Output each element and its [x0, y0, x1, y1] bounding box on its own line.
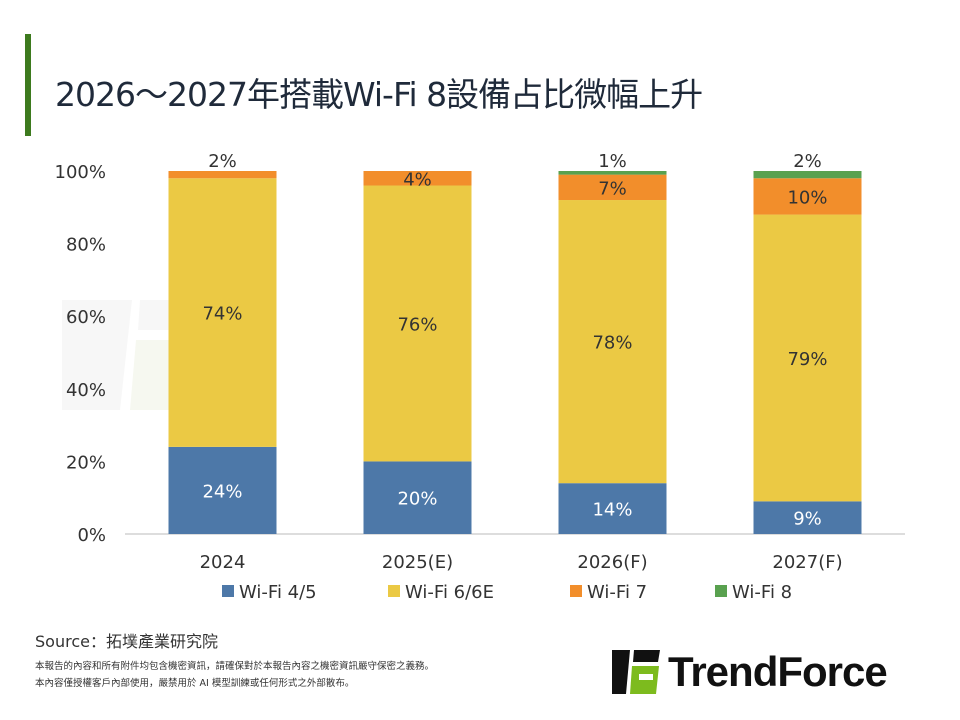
- y-tick-label: 100%: [55, 162, 106, 183]
- bar-segment: [558, 171, 667, 175]
- source-label: Source：拓墣產業研究院: [35, 632, 218, 651]
- bar-segment: [753, 171, 862, 179]
- bar-segment: [753, 178, 862, 215]
- data-label: 76%: [397, 314, 437, 335]
- page-title: 2026～2027年搭載Wi-Fi 8設備占比微幅上升: [55, 75, 703, 114]
- bar-segment: [363, 461, 472, 534]
- data-label: 20%: [397, 489, 437, 510]
- bar-segment: [168, 178, 277, 447]
- bar-segment: [168, 446, 277, 534]
- trendforce-logo-icon: [612, 650, 660, 694]
- legend-swatch: [222, 585, 234, 597]
- y-tick-label: 20%: [66, 452, 106, 473]
- legend-swatch: [388, 585, 400, 597]
- bar-segment: [753, 501, 862, 534]
- bar-segment: [558, 483, 667, 534]
- usage-note: 本內容僅授權客戶內部使用，嚴禁用於 AI 模型訓練或任何形式之外部散布。: [35, 678, 355, 689]
- data-label: 2%: [793, 151, 822, 172]
- legend-swatch: [715, 585, 727, 597]
- confidentiality-note: 本報告的內容和所有附件均包含機密資訊，請確保對於本報告內容之機密資訊嚴守保密之義…: [35, 661, 435, 672]
- data-label: 4%: [403, 169, 432, 190]
- bar-segment: [753, 214, 862, 502]
- y-tick-label: 40%: [66, 380, 106, 401]
- y-tick-label: 0%: [77, 525, 106, 546]
- bar-segment: [363, 185, 472, 462]
- bar-segment: [558, 200, 667, 484]
- y-tick-label: 60%: [66, 307, 106, 328]
- y-tick-label: 80%: [66, 235, 106, 256]
- data-label: 1%: [598, 151, 627, 172]
- x-tick-label: 2024: [200, 552, 246, 573]
- bar-segment: [168, 171, 277, 179]
- x-tick-label: 2025(E): [382, 552, 453, 573]
- data-label: 74%: [202, 304, 242, 325]
- title-accent-bar: [25, 34, 31, 136]
- data-label: 79%: [787, 349, 827, 370]
- legend-label: Wi-Fi 6/6E: [405, 582, 494, 603]
- trendforce-logo: TrendForce: [612, 648, 888, 696]
- data-label: 14%: [592, 500, 632, 521]
- legend-swatch: [570, 585, 582, 597]
- x-tick-label: 2026(F): [577, 552, 647, 573]
- data-label: 78%: [592, 333, 632, 354]
- data-label: 10%: [787, 187, 827, 208]
- x-tick-label: 2027(F): [772, 552, 842, 573]
- bar-segment: [363, 171, 472, 186]
- stacked-bar-chart: 0% 20% 40% 60% 80% 100% 24% 74% 2% 2024 20% 76% 4% 20…: [55, 151, 905, 603]
- legend-label: Wi-Fi 4/5: [239, 582, 317, 603]
- data-label: 2%: [208, 151, 237, 172]
- data-label: 24%: [202, 481, 242, 502]
- legend-label: Wi-Fi 7: [587, 582, 647, 603]
- legend-label: Wi-Fi 8: [732, 582, 792, 603]
- data-label: 7%: [598, 178, 627, 199]
- data-label: 9%: [793, 509, 822, 530]
- bar-segment: [558, 174, 667, 201]
